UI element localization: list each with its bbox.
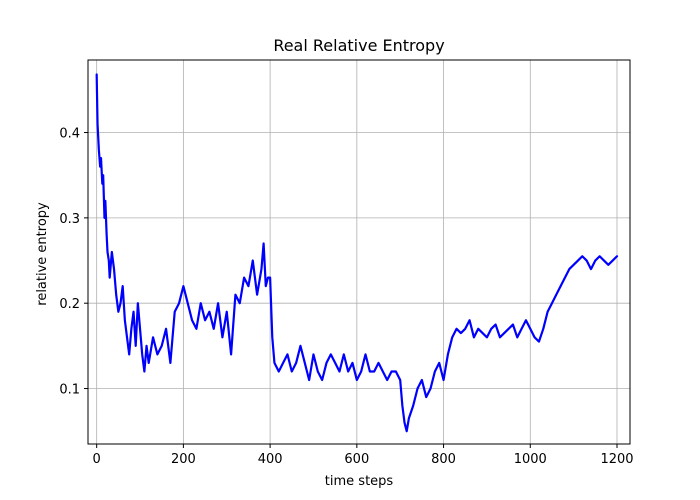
x-tick-label-200: 200 bbox=[171, 452, 196, 467]
y-tick-label-2: 0.3 bbox=[59, 212, 80, 227]
x-tick-label-600: 600 bbox=[344, 452, 369, 467]
x-tick-label-1000: 1000 bbox=[514, 452, 547, 467]
y-tick-label-3: 0.4 bbox=[59, 127, 80, 142]
plot-frame bbox=[87, 59, 631, 445]
chart-title: Real Relative Entropy bbox=[273, 36, 444, 55]
series-line-0 bbox=[95, 73, 619, 433]
x-tick-label-400: 400 bbox=[258, 452, 283, 467]
x-tick-label-0: 0 bbox=[93, 452, 101, 467]
y-tick-label-0: 0.1 bbox=[59, 383, 80, 398]
x-tick-label-1200: 1200 bbox=[600, 452, 633, 467]
y-tick-label-1: 0.2 bbox=[59, 297, 80, 312]
axis-ticks: 0 200 400 600 800 1000 1200 0.1 0.2 0.3 0.4 bbox=[59, 127, 633, 467]
y-axis-label: relative entropy bbox=[35, 202, 50, 306]
x-axis-label: time steps bbox=[325, 474, 394, 489]
x-tick-label-800: 800 bbox=[431, 452, 456, 467]
grid-lines bbox=[88, 60, 630, 444]
data-series bbox=[95, 73, 619, 433]
